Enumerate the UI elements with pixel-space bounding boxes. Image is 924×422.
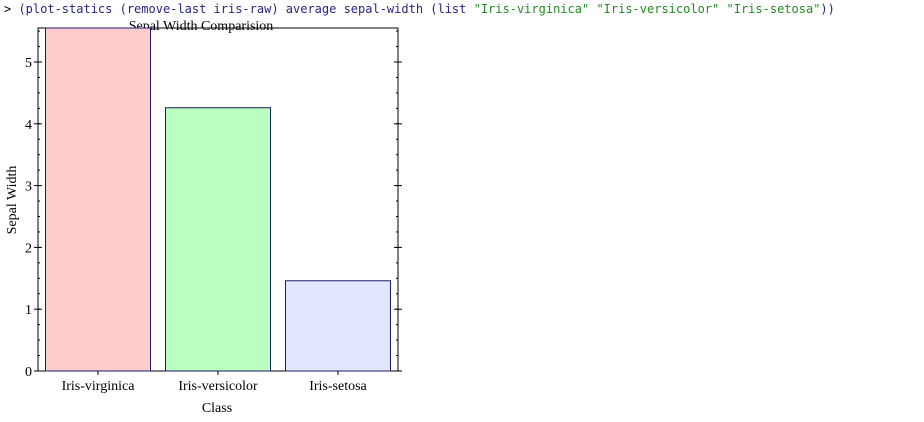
repl-command-line: > (plot-statics (remove-last iris-raw) a… xyxy=(4,2,835,16)
y-tick-label: 2 xyxy=(25,241,32,256)
y-tick-label: 4 xyxy=(25,118,32,133)
repl-string-literal: "Iris-versicolor" xyxy=(596,2,720,16)
repl-code: (plot-statics (remove-last iris-raw) ave… xyxy=(11,2,835,16)
repl-string-literal: "Iris-setosa" xyxy=(726,2,821,16)
repl-code-token: (plot-statics (remove-last iris-raw) ave… xyxy=(11,2,474,16)
y-tick-label: 0 xyxy=(25,365,32,380)
y-tick-label: 3 xyxy=(25,180,32,195)
plot-area: 0 1 2 3 4 5 Iris-virginica Iris-versicolor Iris-… xyxy=(25,27,402,394)
x-tick-label: Iris-versicolor xyxy=(178,379,258,394)
x-tick-label: Iris-setosa xyxy=(309,379,367,394)
x-axis-label: Class xyxy=(202,401,232,416)
chart-title: Sepal Width Comparision xyxy=(129,19,274,34)
bar-iris-virginica xyxy=(45,27,151,372)
repl-code-token: )) xyxy=(820,2,835,16)
repl-prompt: > xyxy=(4,2,12,16)
y-tick-label: 1 xyxy=(25,303,32,318)
y-axis-label: Sepal Width xyxy=(5,166,20,235)
repl-string-literal: "Iris-virginica" xyxy=(473,2,590,16)
y-tick-label: 5 xyxy=(25,56,32,71)
x-tick-label: Iris-virginica xyxy=(62,379,136,394)
bar-iris-setosa xyxy=(285,280,391,372)
bar-iris-versicolor xyxy=(165,107,271,372)
